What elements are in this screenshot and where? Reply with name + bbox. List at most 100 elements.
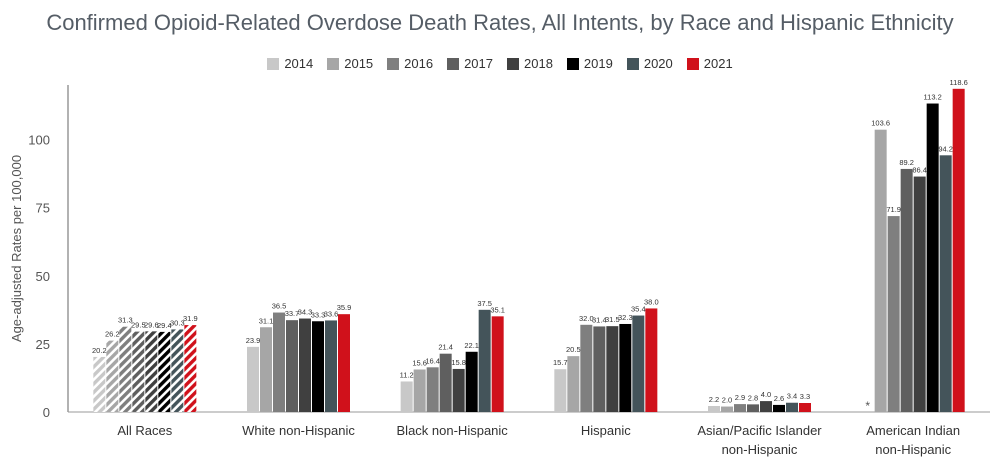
data-label: 103.6 bbox=[871, 119, 890, 128]
data-label: 31.1 bbox=[259, 316, 274, 325]
bar bbox=[734, 404, 746, 412]
data-label: 4.0 bbox=[761, 390, 771, 399]
bar bbox=[567, 356, 580, 412]
data-label: 32.0 bbox=[579, 314, 594, 323]
y-tick-label: 0 bbox=[43, 405, 50, 420]
bar bbox=[158, 331, 171, 412]
bar bbox=[580, 324, 593, 412]
data-label: 33.7 bbox=[285, 309, 300, 318]
data-label: 33.3 bbox=[311, 310, 326, 319]
data-label: 31.4 bbox=[592, 315, 607, 324]
bar bbox=[773, 404, 785, 412]
bar bbox=[184, 325, 197, 412]
y-tick-label: 25 bbox=[36, 337, 50, 352]
bar bbox=[491, 316, 504, 412]
bar bbox=[439, 353, 452, 412]
bar bbox=[299, 318, 311, 412]
data-label: 2.6 bbox=[774, 394, 784, 403]
data-label: 118.6 bbox=[950, 78, 968, 87]
data-label: 29.5 bbox=[131, 321, 146, 330]
bar bbox=[273, 312, 285, 412]
legend-label: 2018 bbox=[524, 56, 553, 71]
legend-item-2017: 2017 bbox=[447, 56, 493, 71]
data-label: 33.6 bbox=[324, 309, 339, 318]
bar bbox=[721, 406, 733, 412]
x-tick-label: Black non-Hispanic bbox=[397, 423, 509, 438]
data-label: 22.1 bbox=[464, 341, 479, 350]
legend-swatch bbox=[327, 57, 340, 70]
y-tick-label: 75 bbox=[36, 201, 50, 216]
bar bbox=[645, 308, 658, 412]
bar bbox=[760, 401, 772, 412]
x-tick-label: American Indian bbox=[866, 423, 960, 438]
x-tick-label: All Races bbox=[117, 423, 172, 438]
bar bbox=[413, 369, 426, 412]
data-label: 29.6 bbox=[144, 320, 159, 329]
data-label: 16.4 bbox=[425, 356, 440, 365]
data-label: 3.4 bbox=[787, 392, 797, 401]
data-label: 23.9 bbox=[246, 336, 261, 345]
legend-swatch bbox=[566, 57, 579, 70]
bar bbox=[747, 404, 759, 412]
legend-item-2015: 2015 bbox=[327, 56, 373, 71]
legend-swatch bbox=[507, 57, 519, 70]
data-label: 31.3 bbox=[118, 316, 133, 325]
data-label: 89.2 bbox=[899, 158, 914, 167]
bar bbox=[145, 331, 158, 412]
bar bbox=[939, 155, 952, 412]
bar bbox=[400, 381, 413, 412]
bar bbox=[708, 406, 720, 412]
y-axis-title: Age-adjusted Rates per 100,000 bbox=[9, 155, 24, 342]
bar bbox=[452, 368, 465, 412]
data-label: 94.2 bbox=[938, 144, 953, 153]
legend-swatch bbox=[686, 57, 699, 70]
data-label: 37.5 bbox=[477, 299, 492, 308]
legend-swatch bbox=[387, 57, 400, 70]
data-label: 15.8 bbox=[451, 358, 466, 367]
bar bbox=[606, 326, 619, 412]
y-tick-label: 100 bbox=[28, 133, 50, 148]
data-label: 35.9 bbox=[337, 303, 352, 312]
legend-item-2019: 2019 bbox=[566, 56, 613, 71]
bar bbox=[900, 168, 913, 412]
data-label: 2.8 bbox=[748, 393, 758, 402]
bar bbox=[632, 315, 645, 412]
legend-swatch bbox=[447, 57, 460, 70]
bar bbox=[799, 403, 811, 412]
data-label: 26.2 bbox=[105, 330, 120, 339]
bar bbox=[338, 314, 350, 412]
bar bbox=[260, 327, 272, 412]
legend-label: 2014 bbox=[284, 56, 314, 71]
bar bbox=[786, 402, 798, 412]
bar bbox=[465, 351, 478, 412]
data-label: 21.4 bbox=[438, 343, 453, 352]
legend-swatch bbox=[626, 57, 639, 70]
legend-item-2016: 2016 bbox=[387, 56, 433, 71]
bar bbox=[132, 331, 145, 412]
legend-label: 2020 bbox=[643, 56, 673, 71]
bar bbox=[247, 346, 259, 412]
data-label: 35.4 bbox=[631, 305, 646, 314]
data-label: 35.1 bbox=[490, 305, 505, 314]
bar bbox=[478, 309, 491, 412]
legend-item-2020: 2020 bbox=[626, 56, 673, 71]
data-label: 32.3 bbox=[618, 313, 633, 322]
x-tick-label: Hispanic bbox=[581, 423, 631, 438]
bar bbox=[593, 326, 606, 412]
legend-label: 2016 bbox=[404, 56, 434, 71]
bar bbox=[554, 369, 567, 412]
bar bbox=[952, 88, 965, 412]
y-tick-label: 50 bbox=[36, 269, 50, 284]
data-label: 3.3 bbox=[800, 392, 810, 401]
data-label: 36.5 bbox=[272, 302, 287, 311]
data-label: 15.6 bbox=[412, 358, 427, 367]
bar bbox=[874, 129, 887, 412]
bar bbox=[619, 323, 632, 412]
data-label: 2.0 bbox=[722, 396, 732, 405]
bar bbox=[93, 356, 106, 412]
x-tick-label: White non-Hispanic bbox=[242, 423, 355, 438]
data-label: 34.3 bbox=[298, 308, 313, 317]
data-label: 20.2 bbox=[92, 346, 107, 355]
bar bbox=[106, 340, 119, 412]
